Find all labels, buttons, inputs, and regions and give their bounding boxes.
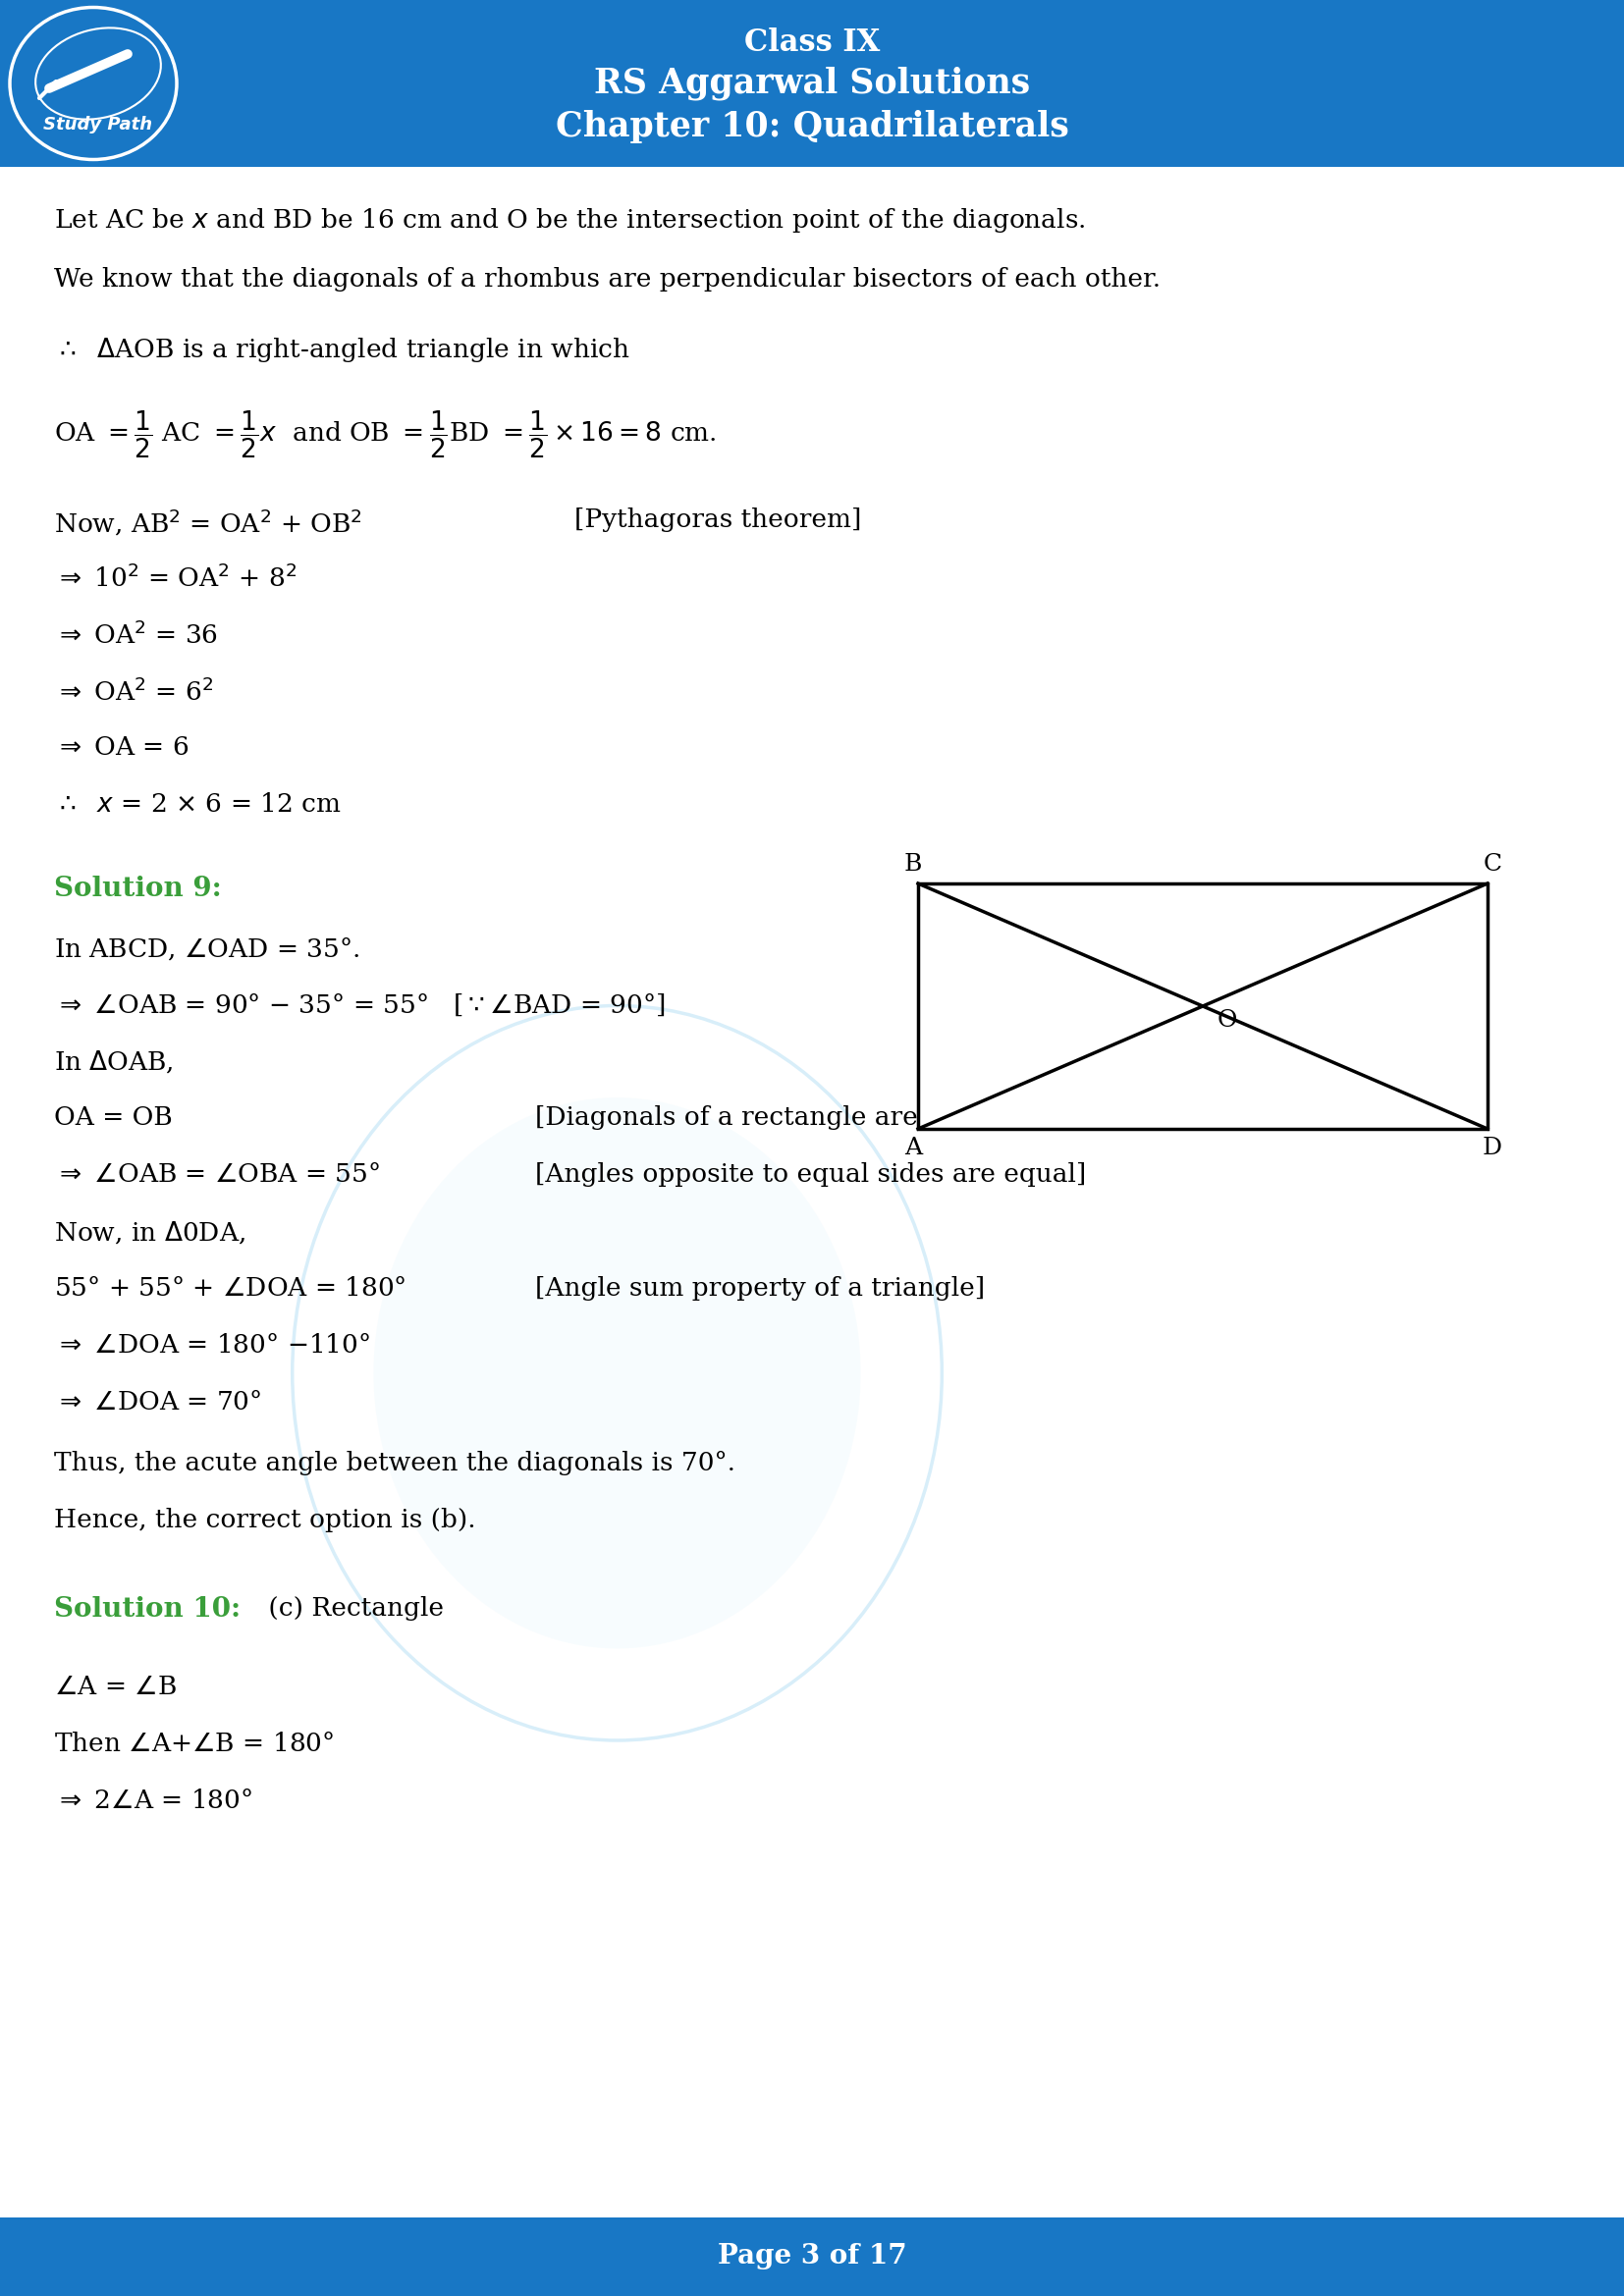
Ellipse shape [374,1097,861,1649]
Text: RS Aggarwal Solutions: RS Aggarwal Solutions [594,67,1030,101]
FancyBboxPatch shape [0,0,1624,168]
Text: $\Rightarrow$ $\angle$DOA = 70°: $\Rightarrow$ $\angle$DOA = 70° [54,1389,261,1414]
Text: OA $=\dfrac{1}{2}$ AC $=\dfrac{1}{2}x$  and OB $=\dfrac{1}{2}$BD $=\dfrac{1}{2}\: OA $=\dfrac{1}{2}$ AC $=\dfrac{1}{2}x$ a… [54,409,716,461]
Text: C: C [1483,854,1502,875]
Text: [Angles opposite to equal sides are equal]: [Angles opposite to equal sides are equa… [536,1162,1086,1187]
Text: Thus, the acute angle between the diagonals is 70°.: Thus, the acute angle between the diagon… [54,1451,736,1476]
Text: (c) Rectangle: (c) Rectangle [260,1596,443,1621]
Text: Page 3 of 17: Page 3 of 17 [718,2243,906,2271]
FancyBboxPatch shape [0,2218,1624,2296]
Text: O: O [1218,1010,1237,1033]
Text: $\Rightarrow$ OA = 6: $\Rightarrow$ OA = 6 [54,735,188,760]
Text: Study Path: Study Path [44,115,153,133]
Text: $\Rightarrow$ $\angle$OAB = $\angle$OBA = 55°: $\Rightarrow$ $\angle$OAB = $\angle$OBA … [54,1162,380,1187]
Text: $\Rightarrow$ OA$^{2}$ = 36: $\Rightarrow$ OA$^{2}$ = 36 [54,622,218,650]
Text: [Angle sum property of a triangle]: [Angle sum property of a triangle] [536,1277,984,1300]
Text: Solution 9:: Solution 9: [54,875,221,902]
Text: Class IX: Class IX [744,28,880,57]
Text: B: B [905,854,922,875]
FancyBboxPatch shape [918,884,1488,1130]
Text: $\Rightarrow$ OA$^{2}$ = 6$^{2}$: $\Rightarrow$ OA$^{2}$ = 6$^{2}$ [54,677,213,707]
Ellipse shape [36,28,161,119]
Ellipse shape [10,7,177,158]
Text: In $\Delta$OAB,: In $\Delta$OAB, [54,1049,174,1075]
Text: $\Rightarrow$ $\angle$DOA = 180° $-$110°: $\Rightarrow$ $\angle$DOA = 180° $-$110° [54,1334,370,1357]
Text: $\Rightarrow$ 10$^{2}$ = OA$^{2}$ + 8$^{2}$: $\Rightarrow$ 10$^{2}$ = OA$^{2}$ + 8$^{… [54,565,297,592]
Text: A: A [905,1137,922,1159]
Text: $\therefore$  $\Delta$AOB is a right-angled triangle in which: $\therefore$ $\Delta$AOB is a right-angl… [54,335,630,365]
Text: Hence, the correct option is (b).: Hence, the correct option is (b). [54,1508,476,1531]
Text: D: D [1483,1137,1502,1159]
Text: Now, in $\Delta$0DA,: Now, in $\Delta$0DA, [54,1219,245,1247]
Text: We know that the diagonals of a rhombus are perpendicular bisectors of each othe: We know that the diagonals of a rhombus … [54,266,1161,292]
Text: Now, AB$^{2}$ = OA$^{2}$ + OB$^{2}$: Now, AB$^{2}$ = OA$^{2}$ + OB$^{2}$ [54,507,362,537]
Text: $\therefore$  $x$ = 2 $\times$ 6 = 12 cm: $\therefore$ $x$ = 2 $\times$ 6 = 12 cm [54,792,341,817]
Text: $\Rightarrow$ $\angle$OAB = 90° $-$ 35° = 55°   [$\because$$\angle$BAD = 90°]: $\Rightarrow$ $\angle$OAB = 90° $-$ 35° … [54,992,666,1019]
Text: Let AC be $x$ and BD be 16 cm and O be the intersection point of the diagonals.: Let AC be $x$ and BD be 16 cm and O be t… [54,207,1085,234]
Text: $\angle$A = $\angle$B: $\angle$A = $\angle$B [54,1674,177,1699]
Text: Then $\angle$A+$\angle$B = 180°: Then $\angle$A+$\angle$B = 180° [54,1731,335,1756]
Text: 55° + 55° + $\angle$DOA = 180°: 55° + 55° + $\angle$DOA = 180° [54,1277,406,1300]
Text: Chapter 10: Quadrilaterals: Chapter 10: Quadrilaterals [555,110,1069,142]
Text: Solution 10:: Solution 10: [54,1596,240,1623]
Text: [Diagonals of a rectangle are equal and bisect each other]: [Diagonals of a rectangle are equal and … [536,1104,1301,1130]
Text: OA = OB: OA = OB [54,1104,172,1130]
Text: $\Rightarrow$ 2$\angle$A = 180°: $\Rightarrow$ 2$\angle$A = 180° [54,1789,252,1814]
Text: In ABCD, $\angle$OAD = 35°.: In ABCD, $\angle$OAD = 35°. [54,934,359,962]
Text: [Pythagoras theorem]: [Pythagoras theorem] [575,507,861,533]
